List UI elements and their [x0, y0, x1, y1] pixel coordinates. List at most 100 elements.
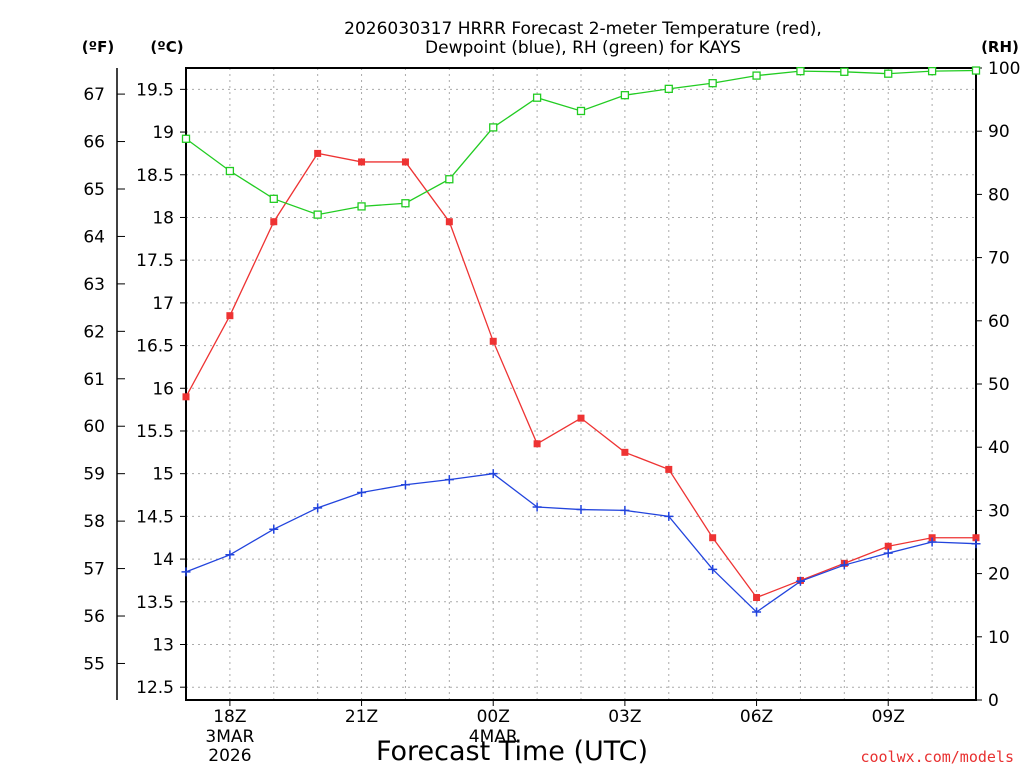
axes: [116, 67, 982, 706]
dewpoint-point: [620, 505, 630, 515]
celsius-tick-label: 14.5: [136, 507, 174, 527]
rh-tick-label: 30: [988, 501, 1010, 521]
fahrenheit-tick-label: 62: [83, 322, 105, 342]
x-date-label: 4MAR: [469, 727, 518, 747]
temperature-point: [665, 465, 673, 473]
plot-frame: [185, 67, 977, 701]
rh-point: [225, 166, 235, 176]
rh-point: [708, 79, 717, 88]
grid-lines: [186, 68, 976, 700]
temperature-point: [358, 158, 366, 166]
dewpoint-point: [181, 567, 191, 577]
temperature-point: [621, 448, 629, 456]
rh-point: [401, 199, 410, 208]
fahrenheit-tick-label: 61: [83, 370, 105, 390]
rh-tick-label: 40: [988, 438, 1010, 458]
rh-point: [576, 106, 586, 116]
fahrenheit-tick-label: 56: [83, 607, 105, 627]
fahrenheit-tick-label: 55: [83, 654, 105, 674]
fahrenheit-unit-label: (ºF): [82, 38, 114, 56]
credit-text: coolwx.com/models: [860, 748, 1014, 766]
celsius-tick-label: 19.5: [136, 80, 174, 100]
dewpoint-point: [927, 537, 937, 547]
fahrenheit-tick-label: 57: [83, 560, 105, 580]
fahrenheit-tick-label: 65: [83, 180, 105, 200]
celsius-tick-label: 13: [152, 635, 174, 655]
rh-point: [313, 210, 322, 219]
celsius-tick-label: 15: [152, 465, 174, 485]
dewpoint-point: [400, 480, 410, 490]
rh-tick-label: 90: [988, 122, 1010, 142]
dewpoint-point: [708, 564, 718, 574]
dewpoint-point: [269, 524, 279, 534]
temperature-point: [533, 440, 541, 448]
rh-point: [927, 67, 937, 76]
rh-point: [884, 69, 893, 78]
dewpoint-point: [664, 511, 674, 521]
fahrenheit-tick-label: 66: [83, 133, 105, 153]
rh-tick-label: 50: [988, 375, 1010, 395]
x-axis-label: Forecast Time (UTC): [376, 736, 648, 767]
celsius-tick-label: 12.5: [136, 678, 174, 698]
rh-tick-label: 80: [988, 185, 1010, 205]
rh-point: [971, 66, 981, 75]
series: [181, 66, 981, 617]
temperature-point: [445, 218, 453, 226]
celsius-tick-label: 18.5: [136, 166, 174, 186]
dewpoint-point: [576, 505, 586, 515]
x-tick-label: 21Z: [345, 707, 378, 727]
x-tick-label: 18Z: [213, 707, 246, 727]
celsius-tick-label: 17: [152, 294, 174, 314]
x-tick-label: 00Z: [477, 707, 510, 727]
temperature-point: [401, 158, 409, 166]
rh-point: [752, 71, 761, 80]
celsius-tick-label: 16: [152, 379, 174, 399]
dewpoint-point: [532, 502, 542, 512]
x-date-label: 3MAR: [205, 727, 254, 747]
rh-point: [532, 93, 542, 102]
chart-subtitle: Dewpoint (blue), RH (green) for KAYS: [425, 38, 741, 58]
fahrenheit-tick-label: 64: [83, 227, 105, 247]
celsius-tick-label: 16.5: [136, 337, 174, 357]
temperature-point: [226, 312, 234, 320]
rh-point: [445, 175, 454, 184]
temperature-point: [270, 218, 278, 226]
temperature-point: [182, 393, 190, 401]
celsius-tick-label: 14: [152, 550, 174, 570]
x-tick-label: 09Z: [872, 707, 905, 727]
dewpoint-point: [883, 548, 893, 558]
rh-point: [796, 67, 805, 76]
temperature-point: [972, 534, 980, 542]
rh-tick-label: 100: [988, 59, 1020, 79]
dewpoint-point: [357, 487, 367, 497]
rh-point: [664, 84, 673, 94]
celsius-tick-label: 17.5: [136, 251, 174, 271]
rh-tick-label: 70: [988, 249, 1010, 269]
rh-point: [489, 123, 498, 132]
fahrenheit-tick-label: 63: [83, 275, 105, 295]
rh-point: [269, 194, 278, 203]
rh-point: [840, 67, 849, 76]
rh-unit-label: (RH): [981, 38, 1019, 56]
rh-point: [181, 134, 191, 143]
dewpoint-point: [752, 607, 762, 617]
x-year-label: 2026: [208, 746, 251, 766]
celsius-unit-label: (ºC): [150, 38, 183, 56]
temperature-point: [884, 542, 892, 550]
x-tick-label: 03Z: [608, 707, 641, 727]
dewpoint-point: [444, 475, 454, 485]
dewpoint-point: [488, 469, 498, 479]
rh-point: [357, 202, 366, 211]
temperature-point: [709, 534, 717, 542]
temperature-point: [577, 414, 585, 422]
temperature-point: [489, 337, 497, 345]
rh-tick-label: 0: [988, 691, 999, 711]
rh-point: [620, 91, 630, 100]
temperature-point: [314, 149, 322, 157]
fahrenheit-tick-label: 60: [83, 417, 105, 437]
tick-labels: 12.5 13 13.5 14 14.5 15 15.5 16 16.5 17 17.5 18 18.5…: [83, 59, 1020, 766]
dewpoint-point: [839, 560, 849, 570]
celsius-tick-label: 19: [152, 123, 174, 143]
temperature-point: [753, 594, 761, 602]
